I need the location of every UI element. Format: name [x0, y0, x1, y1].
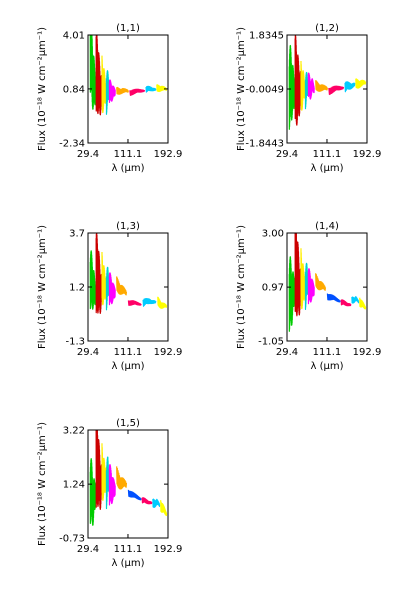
x-axis-label: λ (μm) [310, 361, 343, 372]
series-line-6 [315, 80, 329, 92]
x-axis-label: λ (μm) [111, 163, 144, 174]
series-line-9 [351, 296, 360, 304]
x-tick-label: 111.1 [313, 347, 342, 358]
series-line-7 [328, 85, 345, 96]
series-line-2 [294, 35, 302, 126]
x-tick-label: 111.1 [114, 544, 143, 555]
x-tick-label: 192.9 [353, 347, 382, 358]
y-tick-label: 3.22 [63, 426, 85, 437]
series-line-10 [359, 297, 367, 310]
series-line-3 [101, 443, 107, 501]
y-tick-label: 0.97 [262, 283, 284, 294]
series-line-5 [108, 272, 116, 306]
y-tick-label: -0.0049 [245, 85, 284, 96]
series-line-6 [315, 273, 327, 291]
series-line-2 [95, 35, 103, 116]
series-line-9 [157, 296, 168, 309]
x-tick-label: 29.4 [276, 347, 298, 358]
y-tick-label: 1.2 [69, 283, 85, 294]
series-line-1 [288, 44, 296, 130]
x-tick-label: 192.9 [154, 149, 183, 160]
series-line-5 [108, 79, 116, 103]
y-tick-label: -1.3 [65, 337, 85, 348]
x-tick-label: 111.1 [114, 347, 143, 358]
y-tick-label: 1.8345 [249, 31, 284, 42]
y-axis-label: Flux (10⁻¹⁸ W cm⁻²μm⁻¹) [236, 27, 247, 151]
y-axis-label: Flux (10⁻¹⁸ W cm⁻²μm⁻¹) [236, 225, 247, 349]
series-line-9 [152, 498, 161, 508]
plot-data [288, 35, 367, 130]
chart-panel-3: (1,3) 3.7 1.2 -1.329.4 111.1 192.9 λ (μm) Flux … [37, 221, 182, 372]
series-line-2 [95, 430, 103, 510]
series-line-1 [89, 35, 97, 110]
y-tick-label: -1.05 [258, 337, 284, 348]
x-tick-label: 111.1 [114, 149, 143, 160]
series-line-6 [116, 276, 128, 296]
series-line-10 [160, 500, 168, 517]
x-tick-label: 192.9 [154, 347, 183, 358]
plot-data [89, 35, 168, 116]
series-line-3 [101, 55, 107, 114]
chart-title: (1,2) [315, 23, 339, 34]
y-tick-label: -2.34 [59, 139, 85, 150]
y-tick-label: 0.84 [63, 84, 85, 95]
series-line-8 [142, 298, 157, 307]
series-line-7 [129, 88, 146, 96]
x-tick-label: 29.4 [77, 347, 99, 358]
x-axis-label: λ (μm) [111, 558, 144, 569]
series-line-1 [89, 458, 97, 526]
series-line-1 [89, 250, 97, 310]
x-axis-label: λ (μm) [111, 361, 144, 372]
series-line-5 [108, 464, 116, 506]
series-line-7 [127, 489, 142, 501]
plot-data [89, 233, 168, 314]
series-line-5 [307, 72, 315, 100]
series-line-7 [326, 293, 341, 303]
series-line-8 [141, 497, 153, 505]
x-tick-label: 111.1 [313, 149, 342, 160]
series-line-3 [300, 248, 306, 310]
x-tick-label: 192.9 [154, 544, 183, 555]
series-line-6 [116, 466, 128, 490]
y-axis-label: Flux (10⁻¹⁸ W cm⁻²μm⁻¹) [37, 225, 48, 349]
y-axis-label: Flux (10⁻¹⁸ W cm⁻²μm⁻¹) [37, 27, 48, 151]
series-line-8 [344, 81, 356, 93]
chart-title: (1,3) [116, 221, 140, 232]
x-tick-label: 29.4 [77, 544, 99, 555]
y-tick-label: 4.01 [63, 31, 85, 42]
series-line-3 [101, 251, 107, 306]
y-tick-label: 3.00 [262, 229, 284, 240]
plot-data [89, 430, 168, 526]
series-line-7 [127, 300, 142, 306]
y-tick-label: 3.7 [69, 229, 85, 240]
series-line-5 [307, 268, 315, 305]
series-line-8 [145, 85, 157, 93]
x-axis-label: λ (μm) [310, 163, 343, 174]
y-tick-label: -1.8443 [245, 139, 284, 150]
x-tick-label: 192.9 [353, 149, 382, 160]
series-line-3 [300, 61, 306, 111]
series-line-8 [340, 299, 352, 307]
chart-title: (1,5) [116, 418, 140, 429]
series-line-2 [95, 233, 103, 314]
y-axis-label: Flux (10⁻¹⁸ W cm⁻²μm⁻¹) [37, 422, 48, 546]
chart-title: (1,4) [315, 221, 339, 232]
series-line-6 [116, 86, 130, 95]
y-tick-label: -0.73 [59, 534, 85, 545]
x-tick-label: 29.4 [77, 149, 99, 160]
x-tick-label: 29.4 [276, 149, 298, 160]
series-line-2 [294, 233, 302, 317]
series-line-9 [355, 78, 367, 89]
plot-data [288, 233, 367, 332]
y-tick-label: 1.24 [63, 480, 85, 491]
chart-title: (1,1) [116, 23, 140, 34]
series-line-9 [156, 84, 168, 93]
series-line-1 [288, 256, 296, 332]
